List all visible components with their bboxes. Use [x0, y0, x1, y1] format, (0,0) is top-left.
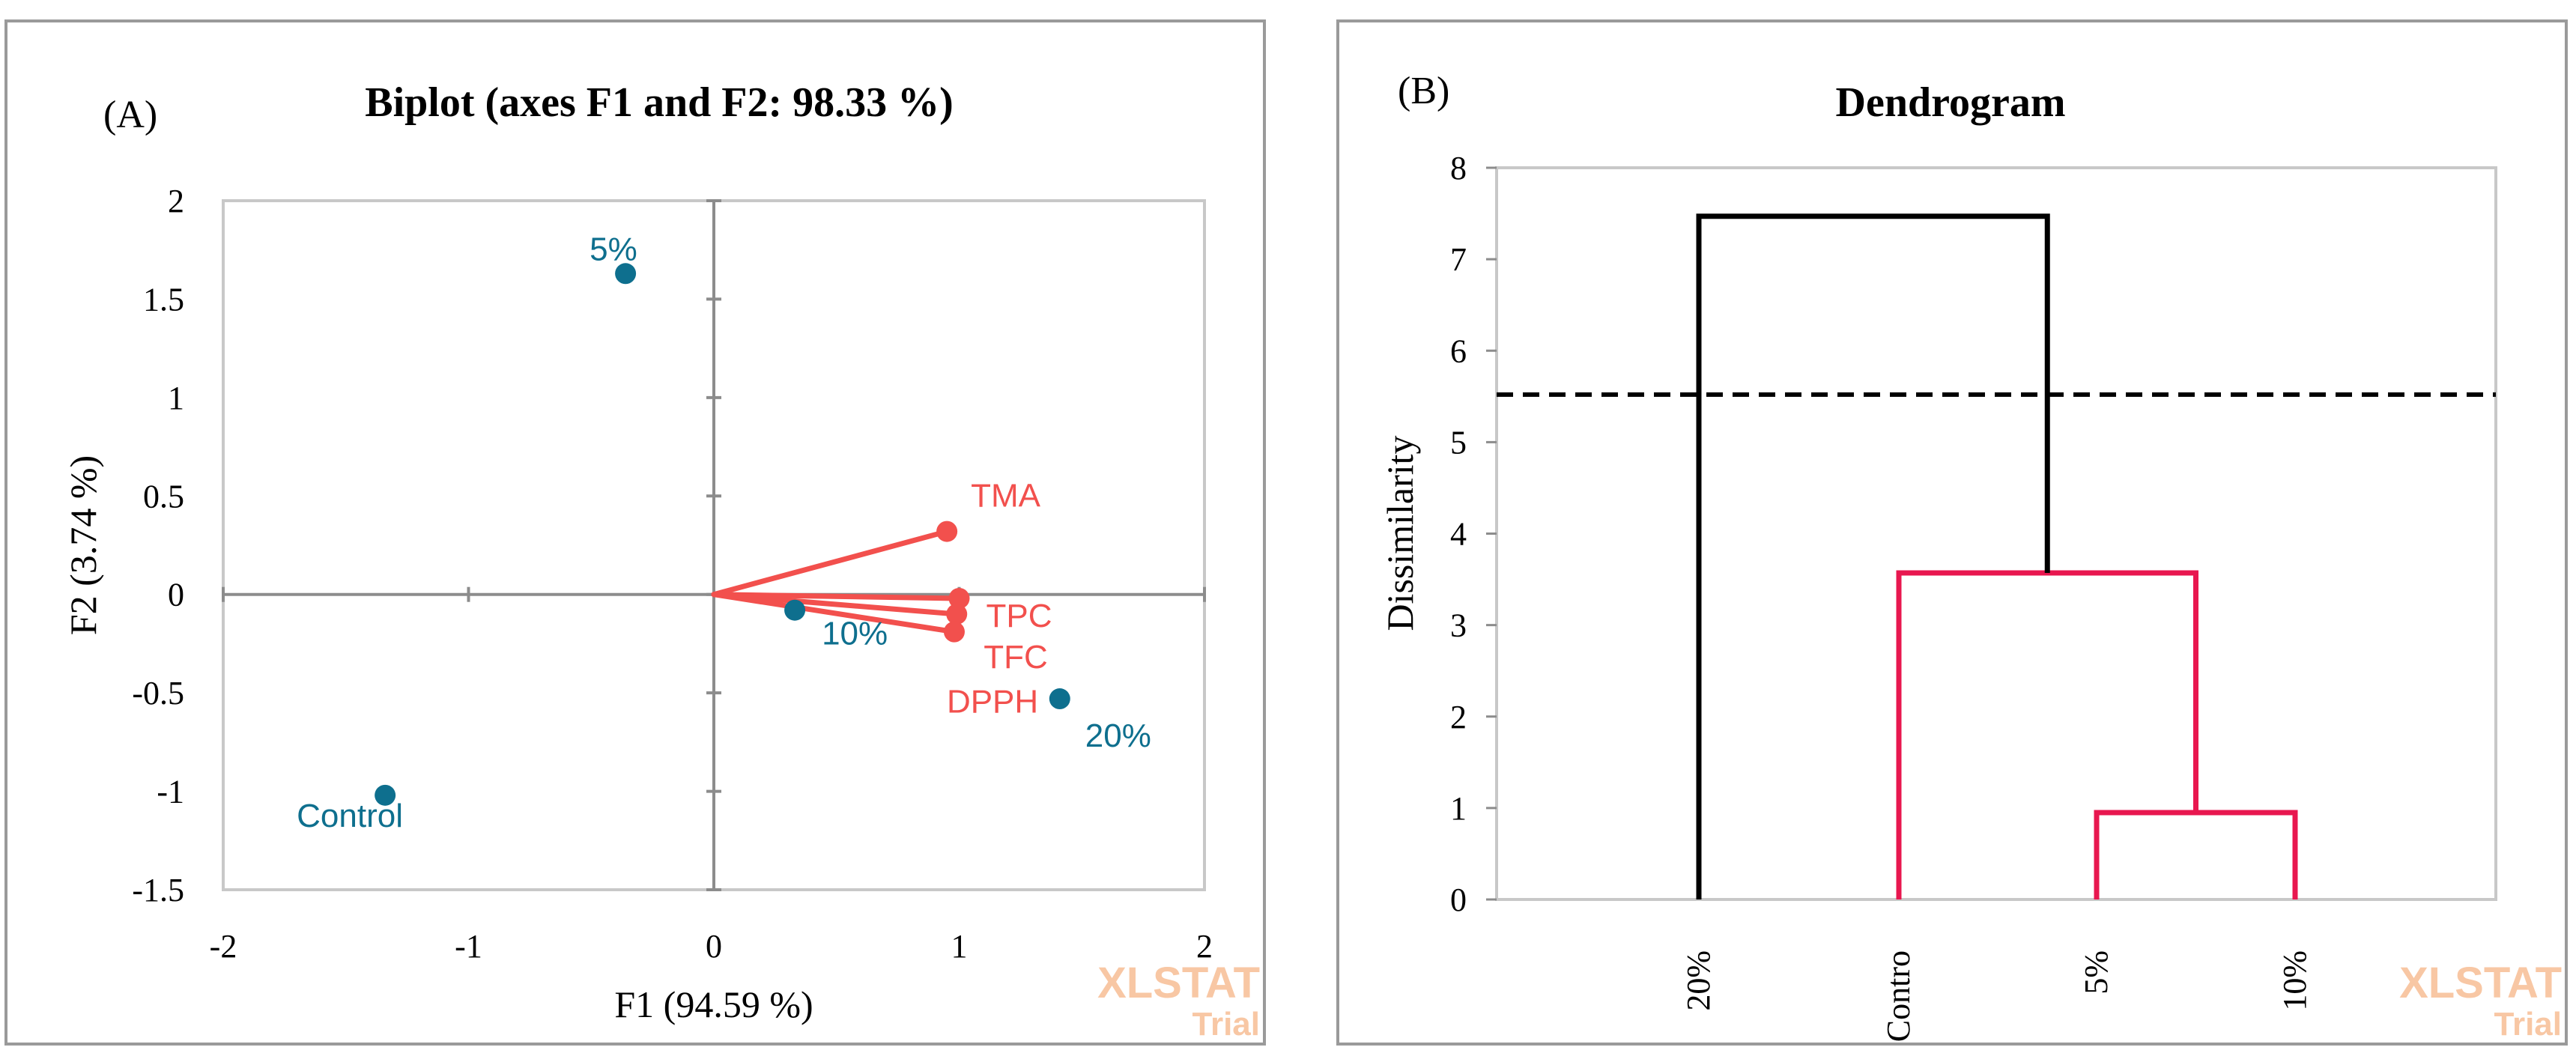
observation-point: [615, 263, 637, 285]
variable-vector-tip: [936, 521, 958, 542]
y-tick-label: 0.5: [143, 478, 184, 515]
variable-vector-line: [711, 592, 960, 617]
y-tick-label: -1.5: [132, 872, 184, 908]
dendrogram-leaf-labels: 20% Contro 5% 10%: [1680, 950, 2313, 1042]
x-tick-label: 2: [1196, 928, 1213, 965]
y-tick-label: 0: [168, 577, 184, 613]
dendrogram-branch: [1696, 213, 2050, 899]
biplot-x-axis-label: F1 (94.59 %): [614, 983, 813, 1025]
variable-vector-tip: [943, 621, 965, 643]
y-tick-label: 2: [168, 183, 184, 219]
variable-vector-line: [711, 529, 950, 598]
observation-points: [375, 263, 1070, 806]
dendrogram-panel: (B) Dendrogram 0 1 2 3 4 5 6 7 8 Dissimi…: [1379, 70, 2562, 1043]
biplot-panel: (A) Biplot (axes F1 and F2: 98.33 %) -2 …: [62, 79, 1260, 1043]
x-tick-label: 1: [951, 928, 968, 965]
y-tick-label: 1.5: [143, 281, 184, 318]
watermark-sub-a: Trial: [1192, 1006, 1261, 1043]
dendrogram-y-axis-label: Dissimilarity: [1379, 435, 1421, 631]
watermark-brand-b: XLSTAT: [2399, 959, 2562, 1007]
panel-b-frame: [1336, 19, 2568, 1046]
variable-label-dpph: DPPH: [947, 684, 1038, 720]
panel-b-label: (B): [1398, 70, 1449, 112]
y-tick-label: 1: [168, 380, 184, 416]
y-tick-label: 5: [1450, 424, 1467, 461]
dendrogram-plot-area: [1495, 166, 2497, 901]
panel-a-frame: [4, 19, 1266, 1046]
variable-label-tfc: TFC: [984, 639, 1048, 676]
variable-vectors: [711, 521, 970, 643]
observation-point: [1049, 688, 1070, 710]
x-tick-label: 0: [706, 928, 722, 965]
y-tick-label: 0: [1450, 882, 1467, 918]
dendrogram-y-ticks: [1486, 166, 1497, 901]
leaf-label: 5%: [2078, 950, 2115, 995]
leaf-label: 10%: [2276, 950, 2313, 1011]
variable-label-tma: TMA: [971, 478, 1041, 515]
variable-labels: TMA TPC TFC DPPH: [947, 478, 1052, 720]
watermark-brand-a: XLSTAT: [1097, 959, 1260, 1007]
variable-vector-tip: [948, 587, 970, 609]
y-tick-label: 6: [1450, 333, 1467, 369]
variable-vector-line: [711, 592, 957, 635]
y-tick-label: 1: [1450, 790, 1467, 827]
variable-vector-tip: [946, 604, 968, 625]
biplot-y-axis-label: F2 (3.74 %): [62, 455, 104, 635]
observation-point: [784, 599, 806, 621]
y-tick-label: 8: [1450, 150, 1467, 186]
y-tick-label: 4: [1450, 516, 1467, 553]
leaf-label: Contro: [1880, 950, 1917, 1042]
variable-vector-line: [711, 592, 962, 601]
y-tick-label: -1: [157, 774, 184, 810]
y-tick-label: 2: [1450, 699, 1467, 735]
y-tick-label: -0.5: [132, 675, 184, 711]
x-tick-label: -1: [455, 928, 482, 965]
observation-label-20: 20%: [1085, 717, 1151, 754]
observation-labels: 5% 10% 20% Control: [297, 231, 1151, 834]
dendrogram-y-tick-labels: 0 1 2 3 4 5 6 7 8: [1450, 150, 1467, 918]
leaf-label: 20%: [1680, 950, 1717, 1011]
variable-label-tpc: TPC: [987, 598, 1052, 634]
y-tick-label: 3: [1450, 607, 1467, 644]
observation-point: [375, 784, 396, 806]
dendrogram-branch: [1896, 570, 2198, 899]
y-tick-label: 7: [1450, 241, 1467, 278]
dendrogram-title: Dendrogram: [1836, 79, 2066, 126]
biplot-axes: [222, 199, 1206, 891]
observation-label-control: Control: [297, 798, 403, 834]
biplot-title: Biplot (axes F1 and F2: 98.33 %): [365, 79, 954, 126]
dendrogram-branches: [1696, 213, 2298, 899]
watermark-sub-b: Trial: [2494, 1006, 2563, 1043]
biplot-x-tick-labels: -2 -1 0 1 2: [210, 928, 1213, 965]
biplot-y-tick-labels: -1.5 -1 -0.5 0 0.5 1 1.5 2: [132, 183, 184, 908]
observation-label-5: 5%: [590, 231, 637, 267]
observation-label-10: 10%: [822, 616, 888, 652]
dendrogram-branch: [2094, 810, 2298, 899]
x-tick-label: -2: [210, 928, 237, 965]
panel-a-label: (A): [103, 94, 157, 136]
